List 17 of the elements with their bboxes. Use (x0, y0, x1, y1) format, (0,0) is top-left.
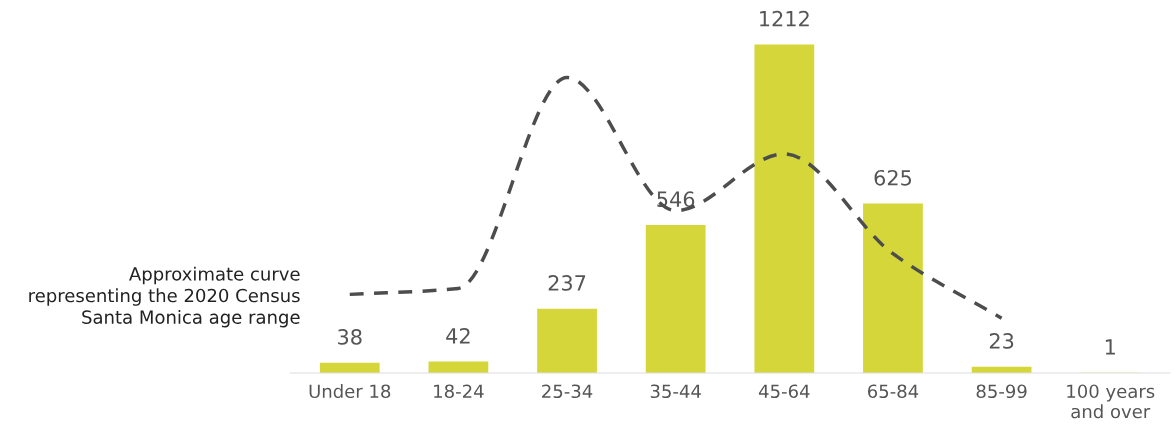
annotation: Approximate curve representing the 2020 Census Santa Monica age range (29, 266, 300, 328)
x-tick-label: 35-44 (650, 384, 701, 399)
data-label: 42 (446, 327, 470, 344)
x-tick-label: 18-24 (434, 384, 484, 399)
x-tick-label: Under 18 (309, 384, 391, 399)
data-label: 546 (657, 191, 695, 208)
data-label: 1 (1105, 339, 1115, 355)
data-label: 38 (338, 329, 362, 345)
x-tick-label: 85-99 (976, 384, 1027, 399)
x-tick-label: 100 years and over (1067, 384, 1155, 419)
x-tick-label: 45-64 (758, 384, 810, 399)
data-label: 625 (874, 169, 912, 186)
x-tick-label: 65-84 (867, 384, 919, 399)
data-label: 237 (548, 275, 586, 291)
data-label: 23 (989, 333, 1014, 349)
data-label: 1212 (760, 10, 809, 27)
x-tick-label: 25-34 (542, 384, 593, 399)
